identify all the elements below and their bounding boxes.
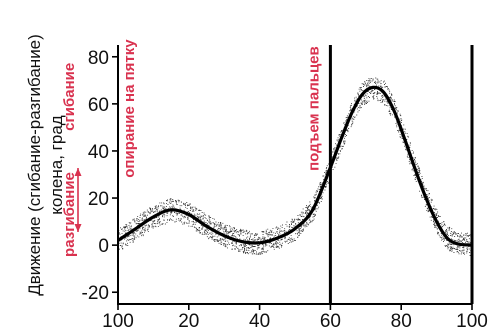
labels: Движение (сгибание-разгибание) колена, г… — [25, 34, 322, 296]
annotation-1: разгибание — [61, 172, 78, 257]
y-tick-label: 40 — [88, 142, 109, 163]
x-tick-label: 80 — [391, 311, 412, 331]
toe-off-label: подъем пальцев — [305, 46, 322, 171]
y-axis-label: Движение (сгибание-разгибание) — [25, 34, 44, 296]
y-tick-label: 20 — [88, 189, 109, 210]
y-axis-label-units: колена, град — [47, 115, 66, 214]
x-tick-label: 20 — [178, 311, 199, 331]
x-tick-label: 60 — [320, 311, 341, 331]
y-tick-label: -20 — [82, 283, 109, 304]
y-tick-label: 80 — [88, 48, 109, 69]
x-tick-label: 40 — [249, 311, 270, 331]
band-dots-0 — [118, 77, 473, 256]
flexion-extension-arrow — [74, 168, 82, 232]
annotation-0: опирание на пятку — [121, 39, 138, 178]
y-tick-label: 0 — [98, 236, 109, 257]
annotation-2: сгибание — [61, 63, 78, 131]
y-tick-label: 60 — [88, 95, 109, 116]
tick-labels: -20 0 20 40 60 80 100 20 40 60 80 100 — [82, 48, 488, 331]
axes — [117, 45, 472, 305]
x-tick-label: 100 — [102, 311, 134, 331]
variability-band — [118, 77, 473, 256]
series-layer — [117, 85, 473, 247]
x-tick-label: 100 — [456, 311, 488, 331]
event-lines — [328, 45, 474, 304]
series-line-0 — [117, 85, 473, 247]
